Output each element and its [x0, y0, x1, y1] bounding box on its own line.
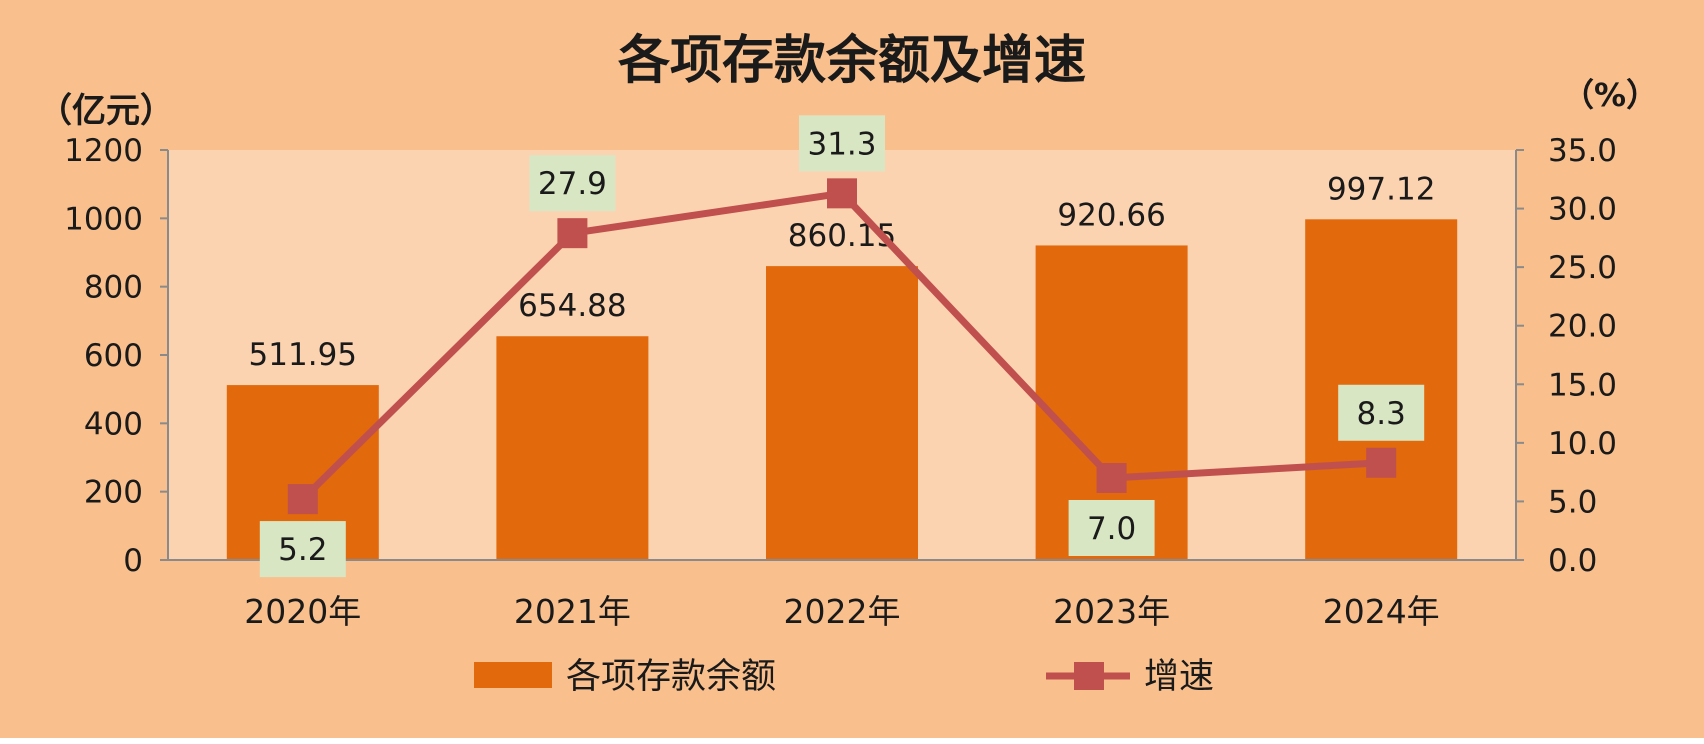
- growth-label: 31.3: [799, 115, 885, 172]
- growth-label-text: 5.2: [278, 532, 327, 568]
- axes: [167, 150, 1517, 561]
- growth-label-box: [259, 521, 346, 578]
- left-tick-label: 400: [84, 406, 143, 442]
- left-axis-ticks: 0 200 400 600 800 1000 1200: [64, 133, 168, 579]
- growth-label-box: [529, 155, 616, 212]
- right-tick-label: 15.0: [1548, 367, 1617, 403]
- growth-marker: [557, 218, 588, 249]
- growth-marker: [1096, 463, 1127, 493]
- growth-label-box: [799, 115, 885, 172]
- growth-label-box: [1338, 384, 1425, 441]
- growth-label: 27.9: [529, 155, 616, 212]
- bar-2021年: [496, 336, 649, 560]
- chart-title: 各项存款余额及增速: [618, 31, 1086, 91]
- right-axis-unit: （%）: [1562, 76, 1658, 114]
- growth-line-series: [287, 178, 1397, 515]
- category-label: 2020年: [244, 592, 361, 631]
- growth-marker: [827, 178, 857, 209]
- legend-bar-swatch: [474, 662, 552, 688]
- growth-label: 8.3: [1338, 384, 1425, 441]
- legend-bar-label: 各项存款余额: [566, 657, 776, 697]
- bar-label: 511.95: [249, 337, 357, 373]
- left-tick-label: 1000: [64, 201, 143, 237]
- category-label: 2021年: [514, 592, 631, 631]
- left-tick-label: 0: [123, 543, 143, 579]
- growth-marker: [1366, 447, 1397, 478]
- bar-2022年: [766, 266, 918, 560]
- category-axis-labels: 2020年 2021年 2022年 2023年 2024年: [244, 592, 1439, 631]
- category-label: 2023年: [1053, 592, 1170, 631]
- bar-label: 920.66: [1057, 197, 1165, 233]
- category-label: 2024年: [1323, 592, 1440, 631]
- growth-marker: [287, 484, 318, 515]
- bar-label: 997.12: [1327, 171, 1435, 207]
- category-label: 2022年: [784, 592, 901, 631]
- legend-line-label: 增速: [1144, 657, 1214, 697]
- left-tick-label: 600: [84, 338, 143, 374]
- left-tick-label: 1200: [64, 133, 143, 169]
- legend: 各项存款余额 增速: [474, 657, 1214, 697]
- left-tick-label: 200: [84, 475, 143, 511]
- growth-label-text: 8.3: [1357, 396, 1406, 432]
- growth-label: 5.2: [259, 521, 346, 578]
- bar-label: 654.88: [518, 288, 626, 324]
- right-axis-ticks: 0.0 5.0 10.0 15.0 20.0 25.0 30.0 35.0: [1516, 133, 1617, 579]
- growth-label-text: 31.3: [807, 126, 876, 162]
- right-tick-label: 10.0: [1548, 426, 1617, 462]
- right-tick-label: 35.0: [1548, 133, 1617, 169]
- growth-label-text: 27.9: [538, 166, 607, 202]
- growth-label-text: 7.0: [1087, 511, 1136, 547]
- legend-line-marker: [1074, 662, 1104, 690]
- left-axis-unit: （亿元）: [38, 91, 174, 131]
- right-tick-label: 25.0: [1548, 250, 1617, 286]
- left-tick-label: 800: [84, 270, 143, 306]
- right-tick-label: 5.0: [1548, 484, 1597, 520]
- growth-label-box: [1068, 500, 1155, 556]
- right-tick-label: 0.0: [1548, 543, 1597, 579]
- right-tick-label: 30.0: [1548, 192, 1617, 228]
- right-tick-label: 20.0: [1548, 309, 1617, 345]
- growth-data-labels: 5.2 27.9 31.3 7.0 8.3: [259, 115, 1425, 578]
- growth-label: 7.0: [1068, 500, 1155, 556]
